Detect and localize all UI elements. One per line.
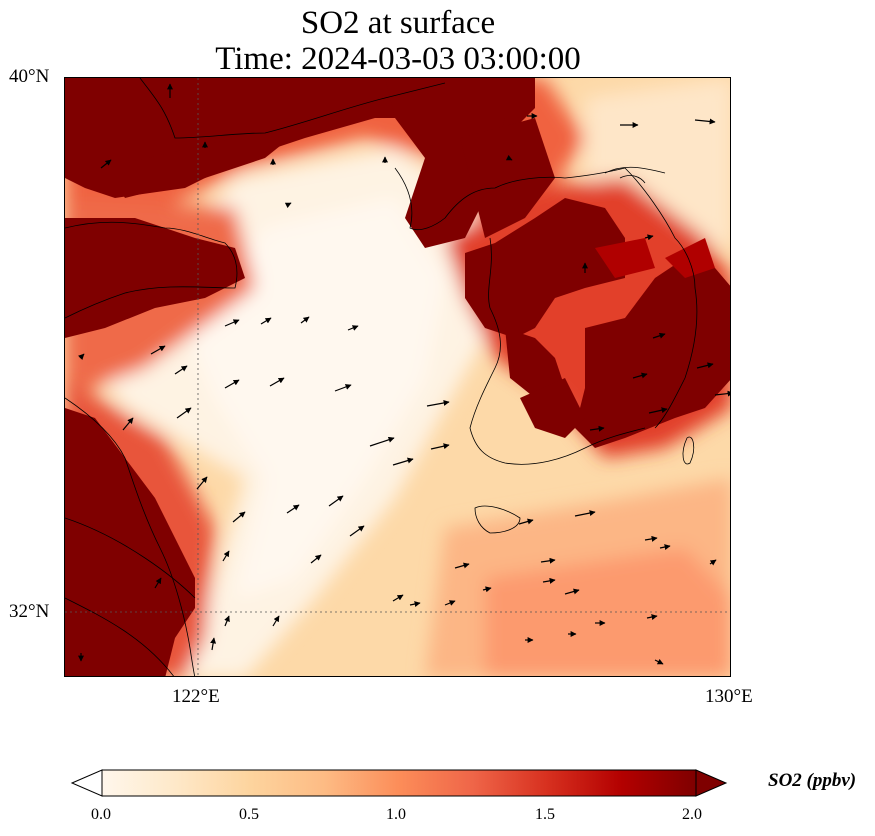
wind-arrow bbox=[564, 588, 580, 595]
lon-label-122e: 122°E bbox=[172, 686, 220, 707]
lon-label-130e: 130°E bbox=[705, 686, 753, 707]
wind-arrow bbox=[154, 577, 162, 589]
wind-arrow bbox=[78, 353, 85, 360]
wind-arrow bbox=[644, 234, 654, 241]
wind-arrow bbox=[454, 562, 470, 569]
wind-arrow bbox=[409, 601, 421, 608]
wind-arrow bbox=[644, 535, 658, 542]
lat-label-32n: 32°N bbox=[9, 601, 50, 622]
wind-arrow bbox=[286, 504, 300, 514]
wind-arrow bbox=[652, 332, 666, 339]
lat-label-40n: 40°N bbox=[9, 66, 50, 87]
colorbar-tick-0: 0.0 bbox=[91, 806, 111, 823]
wind-arrow bbox=[176, 407, 192, 419]
wind-vectors bbox=[78, 83, 730, 665]
wind-arrow bbox=[482, 586, 492, 593]
so2-map bbox=[65, 78, 730, 676]
wind-arrow bbox=[709, 559, 717, 566]
wind-arrow bbox=[540, 557, 556, 564]
map-panel bbox=[64, 77, 731, 677]
wind-arrow bbox=[222, 550, 230, 562]
wind-arrow bbox=[349, 525, 365, 537]
colorbar bbox=[70, 769, 728, 797]
wind-arrow bbox=[300, 316, 310, 324]
wind-arrow bbox=[310, 554, 322, 564]
wind-arrow bbox=[232, 511, 246, 523]
wind-arrow bbox=[696, 362, 714, 369]
wind-arrow bbox=[714, 390, 730, 397]
wind-arrow bbox=[648, 407, 668, 414]
wind-arrow bbox=[224, 319, 240, 327]
wind-arrow bbox=[444, 600, 456, 606]
wind-arrow bbox=[659, 544, 671, 551]
wind-arrow bbox=[369, 436, 395, 447]
wind-arrow bbox=[196, 476, 208, 490]
wind-arrow bbox=[589, 425, 605, 432]
plot-title: SO2 at surface bbox=[300, 5, 496, 41]
wind-arrow bbox=[210, 637, 217, 651]
wind-arrow bbox=[272, 615, 280, 627]
wind-arrow bbox=[150, 345, 166, 355]
wind-arrow bbox=[347, 325, 359, 331]
wind-arrow bbox=[224, 615, 230, 627]
colorbar-tick-4: 2.0 bbox=[682, 806, 702, 823]
wind-arrow bbox=[694, 118, 716, 125]
so2-field bbox=[65, 78, 730, 676]
coastlines bbox=[65, 78, 698, 676]
colorbar-max-extend bbox=[695, 769, 728, 797]
wind-arrow bbox=[174, 365, 188, 375]
colorbar-tick-2: 1.0 bbox=[386, 806, 406, 823]
colorbar-tick-3: 1.5 bbox=[535, 806, 555, 823]
wind-arrow bbox=[505, 154, 513, 161]
wind-arrow bbox=[574, 510, 596, 517]
wind-arrow bbox=[122, 417, 134, 431]
colorbar-tick-1: 0.5 bbox=[239, 806, 259, 823]
colorbar-label: SO2 (ppbv) bbox=[768, 770, 857, 791]
colorbar-gradient bbox=[101, 769, 697, 797]
wind-arrow bbox=[542, 577, 556, 584]
so2-high-regions bbox=[65, 78, 730, 676]
wind-arrow bbox=[426, 400, 450, 407]
wind-arrow bbox=[100, 159, 112, 169]
colorbar-min-extend bbox=[70, 769, 103, 797]
wind-arrow bbox=[269, 377, 285, 387]
wind-arrow bbox=[430, 443, 450, 450]
wind-arrow bbox=[392, 594, 404, 602]
wind-arrow bbox=[392, 457, 414, 466]
wind-arrow bbox=[646, 614, 658, 621]
wind-arrow bbox=[334, 384, 352, 392]
wind-arrow bbox=[328, 495, 344, 507]
wind-arrow bbox=[654, 658, 664, 665]
gridlines bbox=[65, 78, 730, 676]
plot-subtitle: Time: 2024-03-03 03:00:00 bbox=[215, 41, 581, 77]
wind-arrow bbox=[632, 372, 648, 379]
wind-arrow bbox=[260, 317, 272, 325]
wind-arrow bbox=[284, 202, 292, 209]
wind-arrow bbox=[224, 379, 240, 389]
wind-arrow bbox=[518, 518, 534, 525]
